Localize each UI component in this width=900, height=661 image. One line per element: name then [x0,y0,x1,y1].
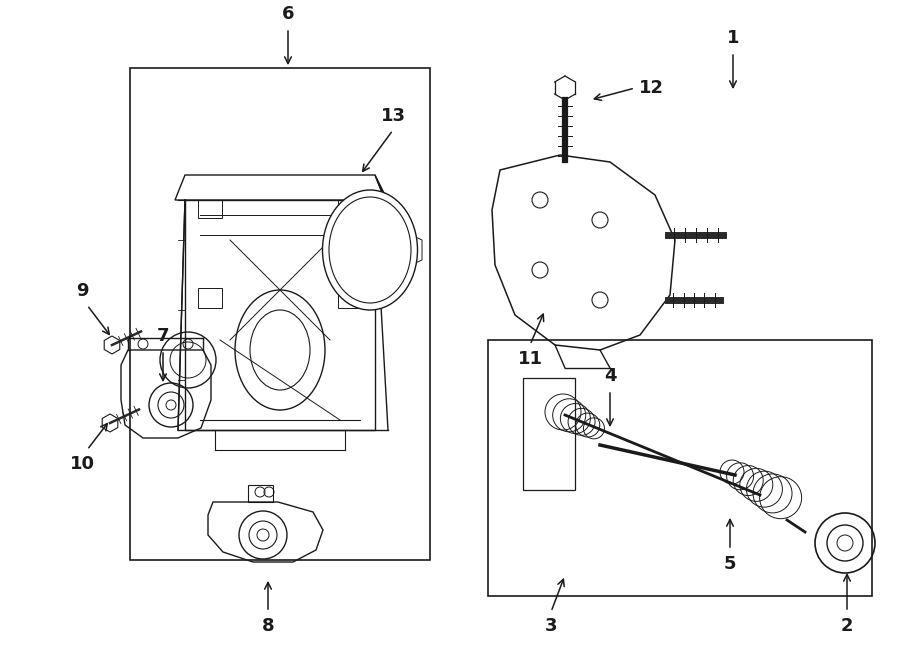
Text: 1: 1 [727,29,739,47]
Bar [198,200,222,218]
Text: 8: 8 [262,617,274,635]
Ellipse shape [329,197,411,303]
Text: 10: 10 [69,455,94,473]
Text: 4: 4 [604,367,617,385]
Text: 13: 13 [381,107,406,125]
Text: 3: 3 [544,617,557,635]
Bar [488,340,872,596]
Bar [130,68,430,560]
Text: 7: 7 [157,327,169,345]
Text: 2: 2 [841,617,853,635]
Ellipse shape [322,190,418,310]
Text: 5: 5 [724,555,736,573]
Bar [198,288,222,308]
Text: 9: 9 [76,282,88,300]
Bar [338,288,362,308]
Text: 6: 6 [282,5,294,23]
Text: 11: 11 [518,350,543,368]
Bar [185,200,375,430]
Bar [523,378,575,490]
Text: 12: 12 [638,79,663,97]
Bar [338,200,362,218]
